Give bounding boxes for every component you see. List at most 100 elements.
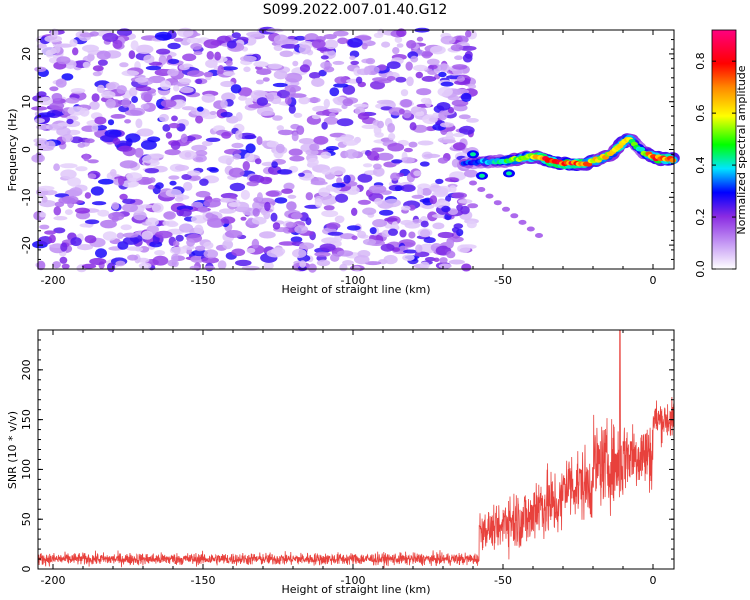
heatmap-cell — [61, 195, 79, 204]
heatmap-cell — [396, 28, 407, 37]
heatmap-cell — [289, 86, 296, 97]
heatmap-cell — [351, 235, 358, 241]
heatmap-cell — [450, 44, 464, 52]
heatmap-cell — [240, 216, 247, 221]
heatmap-cell — [462, 53, 473, 63]
heatmap-cell — [195, 190, 211, 198]
heatmap-cell — [466, 118, 479, 123]
heatmap-cell — [273, 44, 283, 52]
heatmap-cell — [266, 249, 284, 258]
heatmap-cell — [121, 180, 140, 188]
heatmap-cell — [72, 47, 79, 56]
heatmap-cell — [169, 246, 187, 255]
heatmap-cell — [178, 150, 197, 160]
heatmap-cell — [75, 207, 90, 214]
heatmap-cell — [468, 84, 477, 89]
heatmap-cell — [165, 132, 173, 139]
heatmap-cell — [84, 138, 95, 144]
heatmap-cell — [284, 96, 292, 105]
heatmap-cell — [440, 81, 454, 87]
heatmap-cell — [49, 86, 59, 92]
heatmap-cell — [440, 122, 454, 128]
heatmap-y-label: Frequency (Hz) — [6, 109, 19, 192]
heatmap-cell — [437, 231, 454, 239]
heatmap-cell — [96, 84, 105, 94]
heatmap-cell — [82, 44, 99, 53]
heatmap-cell — [110, 169, 117, 177]
heatmap-cell — [53, 206, 62, 216]
heatmap-cell — [77, 244, 93, 251]
heatmap-cell — [400, 99, 413, 108]
heatmap-cell — [196, 106, 204, 112]
heatmap-cell — [415, 71, 423, 79]
heatmap-cell — [342, 98, 354, 107]
heatmap-noise-cells — [31, 26, 479, 273]
heatmap-cell — [145, 217, 159, 227]
heatmap-cell — [55, 78, 67, 88]
heatmap-cell — [195, 150, 208, 157]
heatmap-cell — [37, 185, 55, 191]
heatmap-cell — [155, 230, 173, 239]
heatmap-cell — [330, 253, 340, 262]
heatmap-cell — [53, 163, 60, 171]
heatmap-cell — [220, 111, 233, 118]
heatmap-cell — [299, 242, 315, 250]
y-tick-label: -10 — [20, 188, 33, 206]
heatmap-cell — [178, 64, 190, 71]
heatmap-cell — [118, 145, 133, 152]
heatmap-cell — [289, 155, 305, 162]
heatmap-cell — [115, 260, 126, 267]
heatmap-cell — [91, 93, 100, 102]
heatmap-cell — [365, 57, 376, 65]
heatmap-cell — [61, 263, 70, 269]
heatmap-cell — [421, 50, 433, 59]
heatmap-cell — [398, 108, 405, 115]
heatmap-cell — [124, 109, 143, 116]
heatmap-cell — [120, 224, 132, 231]
heatmap-cell — [424, 257, 436, 262]
heatmap-cell — [134, 147, 144, 158]
heatmap-cell — [125, 133, 141, 143]
heatmap-cell — [408, 231, 416, 239]
heatmap-cell — [426, 58, 440, 66]
heatmap-cell — [263, 261, 274, 270]
colorbar-tick-label: 0.4 — [694, 156, 707, 174]
heatmap-cell — [322, 200, 332, 206]
heatmap-cell — [116, 85, 127, 94]
heatmap-cell — [371, 147, 385, 153]
heatmap-cell — [159, 113, 169, 122]
heatmap-cell — [79, 107, 90, 117]
heatmap-cell — [318, 69, 327, 77]
colorbar-tick-label: 0.2 — [694, 208, 707, 226]
heatmap-cell — [131, 96, 139, 103]
heatmap-cell — [231, 32, 241, 39]
heatmap-cell — [89, 101, 100, 110]
heatmap-x-label: Height of straight line (km) — [281, 283, 430, 296]
heatmap-cell — [140, 91, 153, 102]
heatmap-cell — [165, 188, 182, 198]
heatmap-cell — [411, 194, 425, 199]
heatmap-signal-track — [457, 133, 680, 180]
heatmap-cell — [222, 239, 234, 250]
heatmap-cell — [392, 47, 400, 55]
heatmap-cell — [36, 260, 46, 271]
heatmap-cell — [95, 248, 107, 259]
x-tick-label: 0 — [650, 274, 657, 287]
heatmap-cell — [89, 257, 107, 266]
heatmap-cell — [292, 60, 299, 67]
heatmap-cell — [134, 77, 149, 83]
heatmap-cell — [245, 143, 256, 154]
heatmap-cell — [53, 227, 66, 234]
heatmap-cell — [186, 238, 196, 247]
y-tick-label: -20 — [20, 236, 33, 254]
heatmap-cell — [307, 157, 319, 167]
heatmap-cell — [110, 114, 126, 119]
heatmap-cell — [311, 77, 325, 87]
heatmap-cell — [334, 215, 345, 224]
heatmap-cell — [342, 84, 356, 95]
heatmap-cell — [173, 37, 184, 42]
heatmap-cell — [179, 208, 192, 217]
heatmap-cell — [44, 230, 56, 235]
heatmap-cell — [323, 66, 335, 73]
heatmap-cell — [314, 198, 323, 208]
